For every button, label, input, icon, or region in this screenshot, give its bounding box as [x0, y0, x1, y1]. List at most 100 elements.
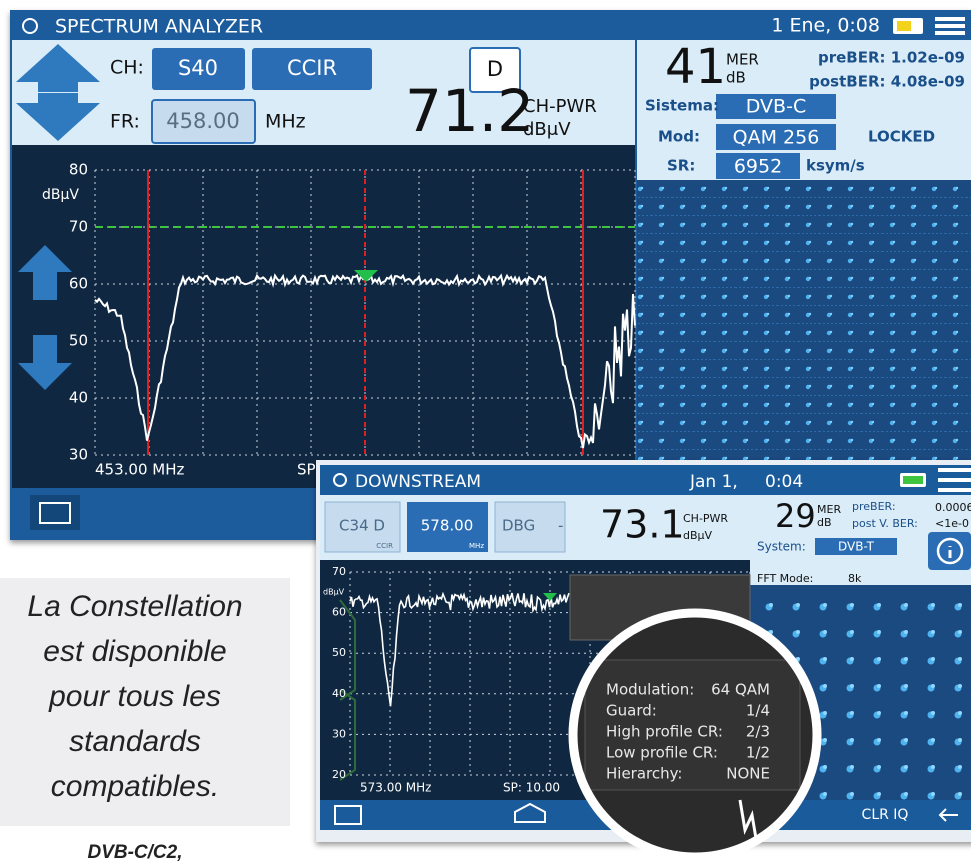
caption-line: pour tous les [48, 680, 221, 713]
arrow-down[interactable] [16, 93, 100, 141]
label: preBER: [852, 500, 896, 513]
label: CH-PWR [683, 512, 728, 525]
battery-level [903, 476, 923, 484]
field [815, 538, 897, 555]
button-label: D [487, 57, 503, 81]
plot-area [12, 145, 635, 488]
detail-value: 1/4 [746, 702, 770, 720]
label: dBμV [323, 588, 345, 597]
detail-value: NONE [726, 765, 770, 783]
label: QAM 256 [733, 127, 820, 149]
detail-value: 1/2 [746, 744, 770, 762]
caption-line: compatibles. [51, 770, 219, 803]
button[interactable] [407, 502, 488, 552]
label: dB [726, 69, 746, 87]
input[interactable] [151, 99, 256, 144]
y-tick-label: 80 [69, 161, 88, 179]
y-tick-label: 30 [332, 727, 346, 740]
label: Sistema: [645, 97, 719, 115]
label: 6952 [734, 156, 782, 178]
button-label: C34 D [339, 517, 385, 535]
label: Jan 1, [689, 472, 738, 492]
screen-1 [10, 10, 971, 540]
button[interactable] [252, 48, 372, 90]
label: DVB-C [746, 96, 806, 118]
icon [22, 18, 38, 34]
title: SPECTRUM ANALYZER [55, 16, 263, 38]
value: 29 [775, 497, 816, 535]
detail-label: Hierarchy: [606, 765, 682, 783]
label: CH: [110, 57, 144, 79]
details-box [584, 659, 801, 791]
label: SP [297, 461, 316, 479]
y-tick-label: 50 [332, 646, 346, 659]
input-value: 458.00 [166, 109, 239, 133]
button[interactable] [469, 47, 521, 93]
magnifier-ring [568, 608, 822, 862]
label: SR: [667, 157, 695, 175]
y-tick-label: 40 [69, 389, 88, 407]
battery-level [897, 21, 911, 31]
camera-icon[interactable] [334, 805, 362, 825]
camera-button[interactable] [30, 495, 80, 530]
label: FFT Mode: [757, 572, 813, 585]
texts: SPECTRUM ANALYZER 1 Ene, 0:08 CH: S40 CCIR D F… [27, 15, 971, 863]
menu[interactable] [938, 468, 971, 492]
button[interactable] [324, 501, 401, 553]
caption-line: standards [69, 725, 201, 758]
label: CCIR [376, 542, 393, 550]
arrow-down[interactable] [18, 335, 72, 390]
y-tick-label: 50 [69, 332, 88, 350]
y-tick-label: 70 [332, 565, 346, 578]
label: CH-PWR [523, 96, 597, 117]
field [716, 153, 800, 179]
arrow-up[interactable] [18, 245, 72, 300]
label: 453.00 MHz [95, 461, 184, 479]
label: post V. BER: [852, 517, 918, 530]
label: ksym/s [806, 157, 865, 175]
button-label: CCIR [287, 56, 337, 80]
detail-value: 64 QAM [711, 681, 770, 699]
detail-label: High profile CR: [606, 723, 723, 741]
button[interactable] [494, 501, 566, 553]
value: 71.2 [405, 77, 534, 145]
label: MER [726, 51, 759, 69]
label: preBER: 1.02e-09 [818, 49, 965, 67]
y-tick-label: 60 [69, 275, 88, 293]
label: - [558, 517, 563, 535]
label: DBG [502, 517, 535, 535]
constellation [637, 180, 971, 470]
label: SP: 10.00 [503, 781, 560, 795]
detail-value: 2/3 [746, 723, 770, 741]
label: DVB-T [838, 540, 875, 554]
arrow-up[interactable] [16, 44, 100, 92]
button-label: S40 [178, 56, 218, 80]
marker [543, 593, 557, 601]
value: 73.1 [600, 503, 685, 547]
menu[interactable] [935, 17, 965, 35]
label: dB [817, 516, 832, 529]
label: MHz [265, 111, 306, 133]
label: 1 Ene, 0:08 [771, 15, 880, 37]
arrows [339, 599, 356, 781]
label: 0.0006 [935, 501, 971, 514]
back-icon[interactable] [938, 808, 958, 822]
caption-box [0, 578, 290, 826]
label: Mod: [658, 128, 700, 146]
label: 8k [848, 572, 862, 585]
trace [738, 799, 760, 851]
label: LOCKED [868, 128, 935, 146]
title: DOWNSTREAM [355, 472, 481, 492]
label: 573.00 MHz [360, 781, 431, 795]
label: dBμV [42, 187, 79, 203]
label: MER [817, 503, 841, 516]
label: <1e-0 [935, 517, 969, 530]
caption-line: La Constellation [27, 590, 242, 623]
home-icon[interactable] [514, 802, 546, 823]
y-tick-label: 40 [332, 687, 346, 700]
trace [349, 591, 570, 707]
field [716, 124, 836, 150]
button[interactable] [152, 48, 245, 90]
y-tick-label: 70 [69, 218, 88, 236]
